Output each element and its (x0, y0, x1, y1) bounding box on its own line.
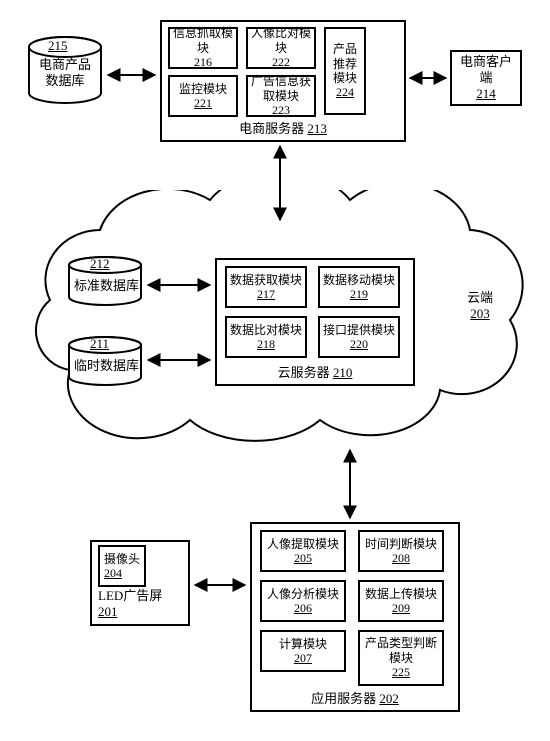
module-ad-info: 广告信息获取模块223 (246, 75, 316, 117)
camera-box: 摄像头204 (98, 545, 146, 587)
db-temp-num: 211 (90, 336, 109, 352)
module-data-compare: 数据比对模块218 (225, 316, 307, 358)
module-data-get: 数据获取模块217 (225, 266, 307, 308)
db-temp-label: 临时数据库 (74, 358, 139, 374)
module-time-judge: 时间判断模块208 (358, 530, 444, 572)
module-calc: 计算模块207 (260, 630, 346, 672)
module-data-move: 数据移动模块219 (318, 266, 400, 308)
db-ecommerce-label: 电商产品数据库 (35, 57, 95, 90)
module-face-analysis: 人像分析模块206 (260, 580, 346, 622)
module-face-compare: 人像比对模块222 (246, 27, 316, 69)
db-standard-num: 212 (90, 256, 110, 272)
module-product-recommend: 产品推荐模块224 (324, 27, 366, 115)
module-product-type-judge: 产品类型判断模块225 (358, 630, 444, 686)
ecommerce-client-box: 电商客户端214 (450, 50, 522, 106)
db-standard-label: 标准数据库 (74, 278, 139, 294)
diagram-canvas: 215 电商产品数据库 电商服务器 213 信息抓取模块216 人像比对模块22… (0, 0, 550, 741)
module-monitor: 监控模块221 (168, 75, 238, 117)
module-info-capture: 信息抓取模块216 (168, 27, 238, 69)
module-data-upload: 数据上传模块209 (358, 580, 444, 622)
module-face-extract: 人像提取模块205 (260, 530, 346, 572)
module-interface: 接口提供模块220 (318, 316, 400, 358)
cloud-label: 云端203 (460, 290, 500, 323)
ecommerce-server-label: 电商服务器 213 (162, 121, 404, 137)
cloud-server-label: 云服务器 210 (217, 365, 413, 381)
db-ecommerce-num: 215 (48, 38, 68, 54)
app-server-label: 应用服务器 202 (252, 691, 458, 707)
